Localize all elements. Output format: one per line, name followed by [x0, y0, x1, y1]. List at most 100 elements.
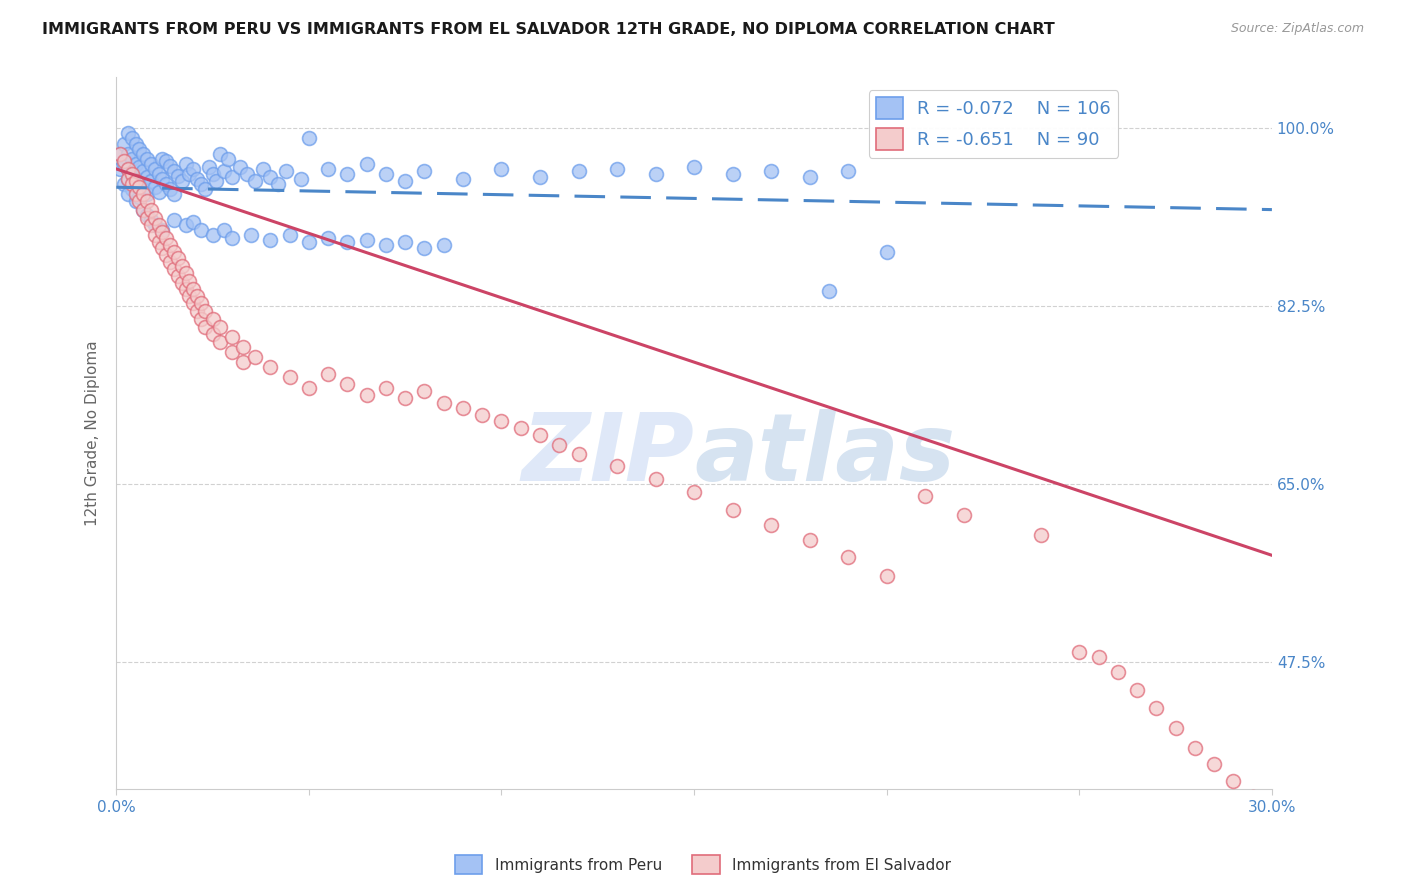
Point	[143, 180, 166, 194]
Point	[117, 172, 139, 186]
Point	[1087, 650, 1109, 665]
Point	[179, 289, 201, 303]
Point	[170, 174, 193, 188]
Point	[1144, 701, 1167, 715]
Point	[181, 215, 204, 229]
Point	[128, 194, 150, 209]
Point	[163, 212, 186, 227]
Point	[221, 231, 243, 245]
Point	[139, 202, 162, 217]
Point	[179, 274, 201, 288]
Point	[117, 187, 139, 202]
Point	[136, 208, 159, 222]
Text: IMMIGRANTS FROM PERU VS IMMIGRANTS FROM EL SALVADOR 12TH GRADE, NO DIPLOMA CORRE: IMMIGRANTS FROM PERU VS IMMIGRANTS FROM …	[42, 22, 1054, 37]
Point	[124, 187, 146, 202]
Point	[112, 157, 135, 171]
Point	[155, 177, 177, 191]
Point	[1029, 528, 1052, 542]
Point	[491, 161, 513, 176]
Point	[683, 160, 706, 174]
Point	[186, 289, 208, 303]
Point	[316, 368, 339, 382]
Point	[259, 360, 281, 375]
Point	[132, 202, 155, 217]
Point	[217, 152, 239, 166]
Point	[799, 170, 821, 185]
Point	[148, 167, 170, 181]
Point	[298, 131, 321, 145]
Point	[163, 187, 186, 202]
Point	[837, 164, 859, 178]
Point	[139, 157, 162, 171]
Y-axis label: 12th Grade, No Diploma: 12th Grade, No Diploma	[86, 341, 100, 526]
Point	[124, 194, 146, 209]
Point	[290, 172, 312, 186]
Point	[108, 161, 131, 176]
Point	[509, 421, 531, 435]
Point	[163, 164, 186, 178]
Point	[606, 161, 628, 176]
Point	[139, 218, 162, 232]
Point	[124, 172, 146, 186]
Point	[132, 182, 155, 196]
Point	[212, 223, 235, 237]
Point	[374, 380, 396, 394]
Point	[644, 167, 666, 181]
Point	[1241, 790, 1264, 805]
Point	[163, 245, 186, 260]
Point	[433, 396, 456, 410]
Text: ZIP: ZIP	[522, 409, 695, 500]
Point	[374, 238, 396, 252]
Point	[259, 170, 281, 185]
Point	[128, 177, 150, 191]
Point	[181, 296, 204, 310]
Point	[190, 296, 212, 310]
Point	[209, 146, 232, 161]
Point	[1126, 682, 1149, 697]
Point	[136, 194, 159, 209]
Point	[413, 241, 436, 255]
Point	[148, 218, 170, 232]
Point	[136, 187, 159, 202]
Point	[683, 485, 706, 500]
Point	[112, 136, 135, 151]
Point	[278, 370, 301, 384]
Point	[606, 458, 628, 473]
Point	[1184, 741, 1206, 756]
Point	[952, 508, 974, 522]
Point	[132, 187, 155, 202]
Point	[152, 172, 174, 186]
Point	[190, 223, 212, 237]
Point	[274, 164, 297, 178]
Point	[143, 218, 166, 232]
Point	[174, 266, 197, 280]
Point	[136, 211, 159, 225]
Point	[413, 164, 436, 178]
Point	[759, 517, 782, 532]
Point	[148, 235, 170, 249]
Point	[124, 136, 146, 151]
Point	[721, 167, 744, 181]
Point	[128, 180, 150, 194]
Point	[117, 172, 139, 186]
Point	[128, 142, 150, 156]
Point	[1107, 665, 1129, 680]
Point	[132, 202, 155, 217]
Point	[201, 326, 224, 341]
Point	[1222, 774, 1244, 789]
Point	[124, 157, 146, 171]
Point	[194, 304, 217, 318]
Text: Source: ZipAtlas.com: Source: ZipAtlas.com	[1230, 22, 1364, 36]
Point	[356, 387, 378, 401]
Point	[316, 231, 339, 245]
Point	[243, 350, 266, 364]
Point	[471, 408, 494, 422]
Point	[394, 391, 416, 405]
Point	[374, 167, 396, 181]
Point	[394, 235, 416, 249]
Point	[170, 259, 193, 273]
Point	[1204, 756, 1226, 771]
Point	[121, 152, 143, 166]
Point	[159, 238, 181, 252]
Point	[167, 252, 190, 266]
